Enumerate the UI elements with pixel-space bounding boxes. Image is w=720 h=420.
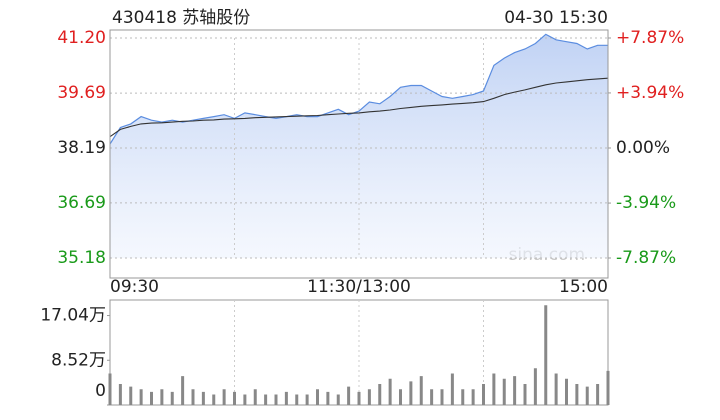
- timestamp: 04-30 15:30: [504, 8, 608, 28]
- volume-bar: [201, 391, 205, 405]
- volume-bar: [533, 368, 537, 405]
- volume-bar: [440, 389, 444, 405]
- plot-border: [109, 29, 609, 279]
- volume-bar: [284, 391, 288, 405]
- volume-bar: [450, 373, 454, 405]
- volume-bar: [222, 389, 226, 405]
- stock-title: 430418 苏轴股份: [112, 8, 250, 28]
- y2-tick-label: +7.87%: [616, 28, 684, 48]
- y2-tick-label: -3.94%: [616, 193, 676, 213]
- volume-bar: [523, 384, 527, 405]
- volume-bar: [482, 384, 485, 405]
- volume-bar: [367, 389, 371, 405]
- volume-bar: [419, 376, 423, 405]
- y2-tick-label: +3.94%: [616, 83, 684, 103]
- volume-bar: [544, 305, 548, 405]
- volume-bar: [108, 373, 112, 405]
- volume-bar: [461, 389, 465, 405]
- volume-tick-label: 8.52万: [51, 350, 106, 370]
- volume-bar: [243, 394, 247, 405]
- volume-tick-label: 17.04万: [40, 306, 106, 326]
- volume-bar: [357, 391, 361, 405]
- volume-bar: [388, 378, 392, 405]
- volume-bar: [233, 391, 236, 405]
- volume-bar: [274, 394, 278, 405]
- volume-bar: [502, 378, 506, 405]
- volume-bar: [160, 389, 164, 405]
- volume-bar: [606, 370, 610, 405]
- volume-bar: [295, 394, 299, 405]
- volume-bar: [191, 389, 195, 405]
- y2-tick-label: 0.00%: [616, 138, 670, 158]
- x-tick-label: 15:00: [559, 277, 608, 297]
- volume-bar: [565, 378, 568, 405]
- volume-bar: [596, 384, 600, 405]
- volume-bar: [150, 391, 153, 405]
- price-line: [109, 33, 608, 145]
- volume-bar: [575, 384, 579, 405]
- volume-bar: [585, 386, 589, 405]
- volume-bar: [253, 389, 257, 405]
- volume-bar: [118, 384, 122, 405]
- volume-bar: [212, 394, 216, 405]
- volume-bar: [336, 394, 340, 405]
- volume-bar: [305, 394, 309, 405]
- x-tick-label: 09:30: [110, 277, 159, 297]
- y-tick-label: 39.69: [57, 83, 106, 103]
- y2-tick-label: -7.87%: [616, 248, 676, 268]
- volume-bar: [430, 389, 434, 405]
- volume-bar: [347, 386, 351, 405]
- volume-bar: [139, 389, 143, 405]
- volume-bar: [399, 389, 402, 405]
- y-tick-label: 38.19: [57, 138, 106, 158]
- y-tick-label: 35.18: [57, 248, 106, 268]
- volume-bar: [326, 391, 330, 405]
- volume-bar: [170, 391, 174, 405]
- volume-bar: [264, 394, 268, 405]
- average-line: [109, 77, 609, 138]
- y-tick-label: 41.20: [57, 28, 106, 48]
- volume-bar: [471, 389, 475, 405]
- volume-bar: [378, 384, 382, 405]
- price-area: [110, 34, 608, 258]
- y-tick-label: 36.69: [57, 193, 106, 213]
- volume-bar: [316, 389, 319, 405]
- volume-bar: [513, 376, 517, 405]
- x-tick-label: 11:30/13:00: [307, 277, 411, 297]
- volume-bar: [554, 373, 558, 405]
- volume-bar: [409, 381, 413, 405]
- volume-tick-label: 0: [95, 381, 106, 401]
- volume-bar: [129, 386, 133, 405]
- volume-bar: [181, 376, 185, 405]
- volume-bar: [492, 373, 496, 405]
